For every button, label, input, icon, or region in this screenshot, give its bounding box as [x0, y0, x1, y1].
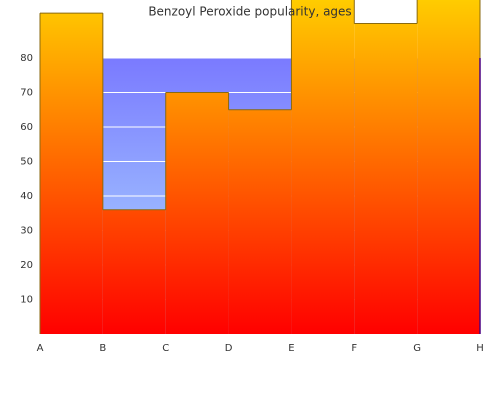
x-tick-label: H: [476, 343, 484, 354]
x-tick-label: C: [162, 343, 169, 354]
y-tick-label: 10: [20, 295, 33, 306]
x-tick-label: B: [99, 343, 106, 354]
y-tick-label: 60: [20, 122, 33, 133]
plot: 10 20 30 40 50 60 70 80 A B C D E F G H Benzoyl Peroxide…: [20, 0, 484, 354]
x-tick-label: A: [37, 343, 44, 354]
step-area-segment: [228, 109, 292, 334]
step-area-segment: [102, 209, 166, 334]
chart-title: Benzoyl Peroxide popularity, ages: [148, 5, 351, 19]
y-tick-label: 70: [20, 88, 33, 99]
y-tick-label: 20: [20, 260, 33, 271]
x-tick-label: E: [288, 343, 294, 354]
y-tick-label: 30: [20, 226, 33, 237]
step-area-segment: [354, 23, 418, 334]
y-tick-label: 50: [20, 157, 33, 168]
step-area-segment: [291, 0, 355, 334]
x-tick-label: D: [225, 343, 233, 354]
y-tick-label: 80: [20, 53, 33, 64]
y-tick-label: 40: [20, 191, 33, 202]
x-tick-label: G: [413, 343, 421, 354]
step-area-segment: [417, 0, 480, 334]
step-area-segment: [165, 92, 229, 334]
step-area-segment: [40, 13, 103, 335]
x-tick-label: F: [351, 343, 357, 354]
